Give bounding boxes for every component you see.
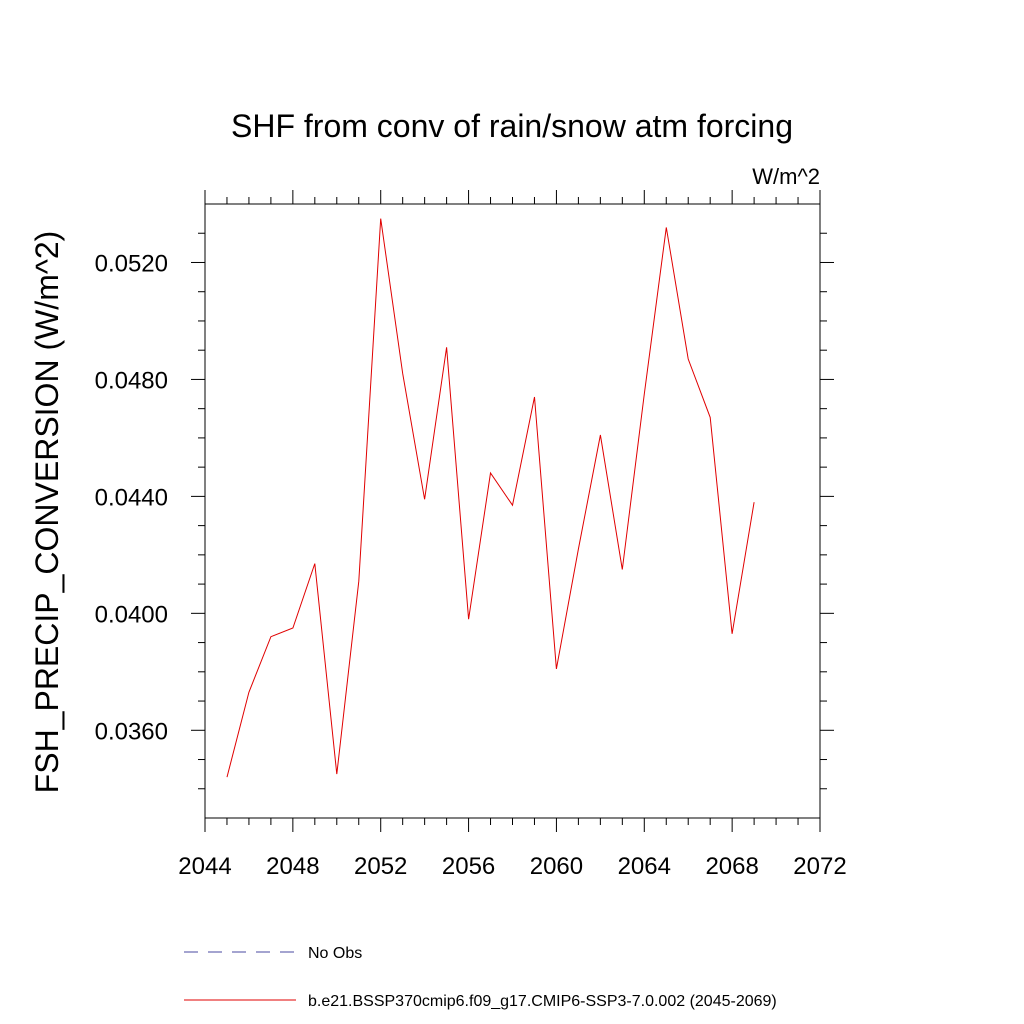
- x-tick-label: 2068: [705, 853, 758, 880]
- series-group: [226, 218, 755, 778]
- y-tick-label: 0.0520: [95, 250, 168, 277]
- x-tick-label: 2072: [793, 853, 846, 880]
- legend-label-0: No Obs: [308, 945, 362, 962]
- y-tick-label: 0.0360: [95, 718, 168, 745]
- x-tick-label: 2060: [530, 853, 583, 880]
- y-tick-label: 0.0400: [95, 601, 168, 628]
- x-tick-label: 2064: [618, 853, 671, 880]
- y-tick-label: 0.0440: [95, 484, 168, 511]
- legend: No Obs b.e21.BSSP370cmip6.f09_g17.CMIP6-S…: [184, 945, 777, 1010]
- x-tick-label: 2048: [266, 853, 319, 880]
- x-tick-label: 2056: [442, 853, 495, 880]
- y-tick-label: 0.0480: [95, 367, 168, 394]
- units-label: W/m^2: [752, 164, 820, 189]
- legend-label-1: b.e21.BSSP370cmip6.f09_g17.CMIP6-SSP3-7.…: [308, 993, 777, 1010]
- plot-frame: [204, 203, 821, 819]
- x-tick-label: 2052: [354, 853, 407, 880]
- axis-ticks: [191, 190, 834, 832]
- y-axis-label: FSH_PRECIP_CONVERSION (W/m^2): [29, 231, 65, 794]
- series-line-1: [226, 218, 755, 778]
- x-tick-label: 2044: [178, 853, 231, 880]
- chart-title: SHF from conv of rain/snow atm forcing: [231, 108, 793, 144]
- axis-tick-labels: 2044 2048 2052 2056 2060 2064 2068 2072 0.0360 0.…: [95, 250, 847, 880]
